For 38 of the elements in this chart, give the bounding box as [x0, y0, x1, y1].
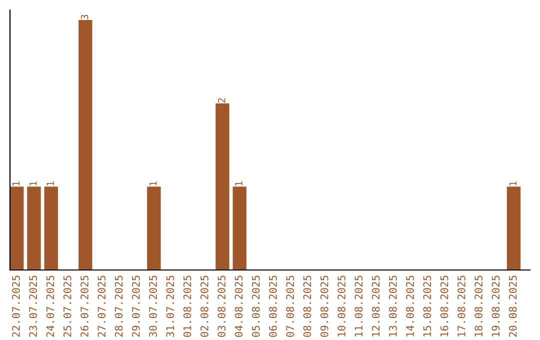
x-tick-label: 23.07.2025	[29, 276, 38, 337]
x-tick-label: 31.07.2025	[166, 276, 174, 337]
x-tick-label: 24.07.2025	[46, 276, 54, 337]
x-tick-label: 09.08.2025	[320, 276, 328, 337]
x-tick-label: 05.08.2025	[252, 276, 260, 337]
x-tick-label: 30.07.2025	[149, 276, 157, 337]
data-label: 1	[235, 181, 242, 186]
data-label: 1	[150, 181, 157, 186]
x-tick-label: 13.08.2025	[388, 276, 397, 336]
data-label: 1	[46, 181, 54, 186]
x-tick-label: 16.08.2025	[440, 276, 448, 336]
x-tick-label: 15.08.2025	[423, 276, 432, 336]
x-tick-label: 02.08.2025	[200, 276, 208, 337]
x-tick-label: 19.08.2025	[492, 276, 500, 336]
data-label: 1	[509, 181, 516, 186]
x-tick-label: 03.08.2025	[218, 276, 226, 337]
data-label: 1	[12, 181, 20, 186]
x-tick-label: 28.07.2025	[114, 276, 123, 337]
x-tick-label: 22.07.2025	[12, 276, 20, 337]
x-tick-label: 01.08.2025	[183, 276, 192, 337]
x-tick-label: 06.08.2025	[269, 276, 277, 337]
x-tick-label: 14.08.2025	[406, 276, 414, 336]
x-tick-label: 18.08.2025	[474, 276, 483, 336]
x-tick-label: 11.08.2025	[354, 276, 363, 336]
x-tick-label: 07.08.2025	[286, 276, 294, 337]
x-tick-label: 26.07.2025	[80, 276, 88, 337]
x-tick-label: 12.08.2025	[372, 276, 380, 336]
data-label: 2	[218, 98, 226, 103]
x-tick-label: 20.08.2025	[508, 276, 517, 337]
x-tick-label: 10.08.2025	[338, 276, 346, 336]
x-tick-label: 04.08.2025	[234, 276, 243, 337]
x-tick-label: 17.08.2025	[457, 276, 466, 336]
x-tick-label: 25.07.2025	[63, 276, 72, 337]
x-tick-label: 08.08.2025	[303, 276, 312, 337]
data-label: 1	[30, 181, 37, 186]
data-label: 3	[80, 14, 88, 20]
x-tick-label: 29.07.2025	[132, 276, 140, 337]
x-tick-label: 27.07.2025	[98, 276, 106, 337]
